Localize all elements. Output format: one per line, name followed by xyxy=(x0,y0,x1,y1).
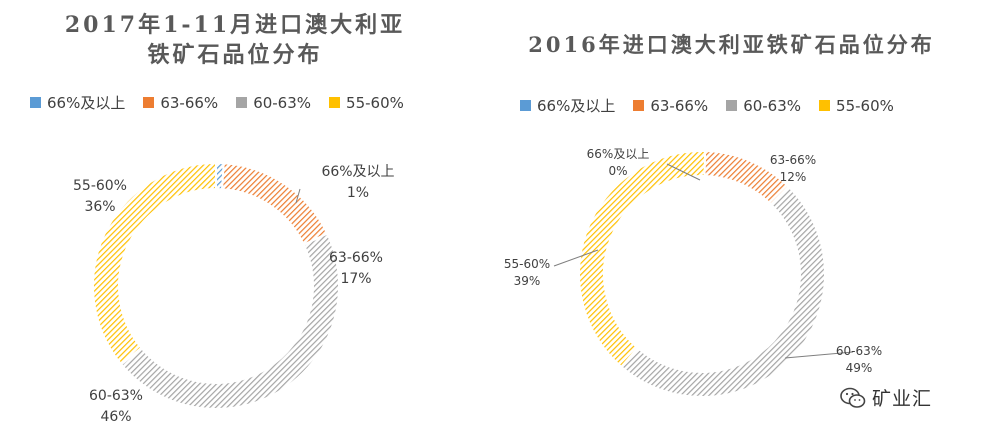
legend-item: 66%及以上 xyxy=(30,92,125,113)
legend-item: 66%及以上 xyxy=(520,95,615,116)
watermark-text: 矿业汇 xyxy=(872,388,933,410)
donut-segment-2 xyxy=(119,232,340,410)
chart-title-2017: 2017年1-11月进口澳大利亚 铁矿石品位分布 xyxy=(0,10,470,70)
donut-segment-2 xyxy=(619,185,826,398)
data-label-value: 46% xyxy=(100,409,131,425)
legend-swatch xyxy=(236,97,248,108)
donut-segment-1 xyxy=(221,162,329,247)
legend-swatch xyxy=(633,100,645,111)
data-label-category: 60-63% xyxy=(89,388,143,404)
legend-item: 55-60% xyxy=(329,92,404,113)
legend-item: 60-63% xyxy=(236,92,311,113)
data-label-value: 39% xyxy=(514,274,541,288)
data-label-category: 63-66% xyxy=(329,250,383,266)
leader-line xyxy=(666,163,701,181)
data-label-category: 60-63% xyxy=(836,344,882,358)
legend-item: 55-60% xyxy=(819,95,894,116)
data-label-value: 17% xyxy=(340,271,371,287)
chart-panel-2017: 2017年1-11月进口澳大利亚 铁矿石品位分布 66%及以上 63-66% 6… xyxy=(0,0,470,443)
data-label-category: 63-66% xyxy=(770,153,816,167)
wechat-icon xyxy=(840,387,866,408)
data-label-value: 49% xyxy=(846,361,873,375)
chart-title-2016: 2016年进口澳大利亚铁矿石品位分布 xyxy=(528,32,935,57)
legend-item: 60-63% xyxy=(726,95,801,116)
legend-swatch xyxy=(819,100,831,111)
legend-item: 63-66% xyxy=(633,95,708,116)
legend-label: 66%及以上 xyxy=(47,94,126,112)
data-label-category: 55-60% xyxy=(73,178,127,194)
legend-swatch xyxy=(143,97,155,108)
legend-label: 55-60% xyxy=(836,96,894,115)
legend-swatch xyxy=(30,97,41,108)
donut-chart-2017: 66%及以上 1% 63-66% 17% 60-63% 46% 55-60% 36% xyxy=(73,161,395,425)
donut-chart-2016: 66%及以上 0% 63-66% 12% 60-63% 49% 55-60% 39% xyxy=(504,147,882,398)
legend-2016: 66%及以上 63-66% 60-63% 55-60% xyxy=(520,95,894,116)
data-label-value: 1% xyxy=(347,185,369,201)
chart-panel-2016: 2016年进口澳大利亚铁矿石品位分布 66%及以上 63-66% 60-63% … xyxy=(470,0,993,443)
donut-segment-3 xyxy=(578,150,707,369)
chart-title-line2: 铁矿石品位分布 xyxy=(147,42,323,68)
legend-swatch xyxy=(329,97,341,108)
watermark: 矿业汇 xyxy=(840,384,932,411)
legend-swatch xyxy=(726,100,738,111)
data-label-value: 12% xyxy=(780,170,807,184)
chart-title-line1: 2017年1-11月进口澳大利亚 xyxy=(64,12,406,38)
legend-label: 66%及以上 xyxy=(537,97,616,115)
legend-label: 60-63% xyxy=(253,93,312,112)
legend-2017: 66%及以上 63-66% 60-63% 55-60% xyxy=(30,92,404,113)
legend-label: 63-66% xyxy=(650,96,709,115)
leader-line xyxy=(553,249,599,267)
donut-segment-3 xyxy=(92,161,217,366)
legend-label: 60-63% xyxy=(743,96,802,115)
legend-item: 63-66% xyxy=(143,92,218,113)
data-label-category: 55-60% xyxy=(504,257,550,271)
legend-label: 63-66% xyxy=(160,93,219,112)
legend-swatch xyxy=(520,100,531,111)
data-label-category: 66%及以上 xyxy=(587,147,650,161)
data-label-value: 36% xyxy=(84,199,115,215)
leader-line xyxy=(295,188,301,204)
legend-label: 55-60% xyxy=(346,93,404,112)
data-label-value: 0% xyxy=(608,164,627,178)
leader-line xyxy=(784,351,854,359)
data-label-category: 66%及以上 xyxy=(321,164,394,180)
